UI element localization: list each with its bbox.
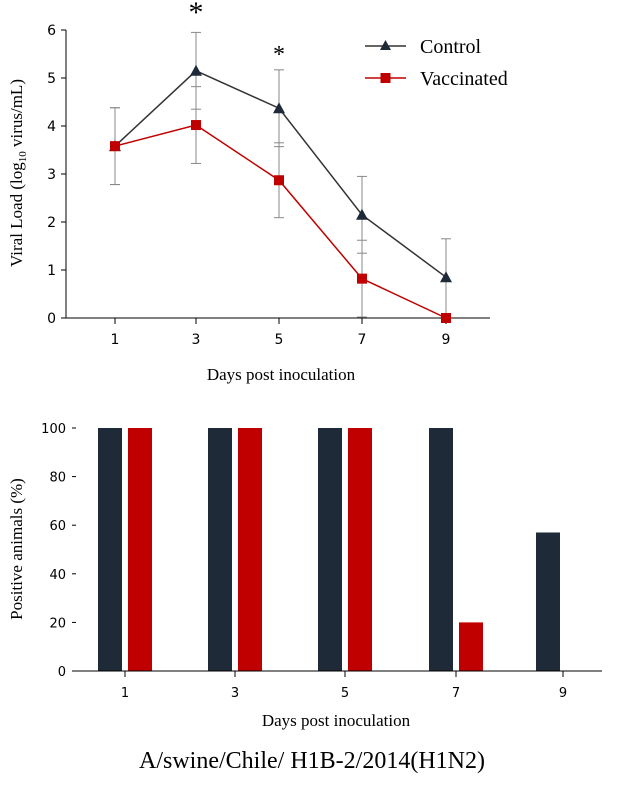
data-point-vaccinated: [357, 273, 367, 284]
y-axis-label-main: Viral Load (log: [7, 162, 26, 267]
triangle-marker-icon: [380, 40, 391, 50]
data-point-control: [356, 208, 368, 220]
bar-vaccinated-day-3: [238, 428, 262, 671]
bar-control-day-9: [536, 532, 560, 671]
significance-asterisk: *: [189, 0, 204, 29]
legend-item-vaccinated: Vaccinated: [365, 68, 508, 90]
bar-control-day-5: [318, 428, 342, 671]
x-tick-label: 1: [111, 332, 120, 348]
data-point-control: [190, 64, 202, 76]
y-tick-label: 5: [47, 71, 56, 87]
legend-label-control: Control: [420, 36, 482, 58]
y-tick-label: 20: [49, 616, 66, 631]
data-point-control: [440, 271, 452, 283]
y-axis-label-rest: virus/mL): [7, 79, 26, 151]
y-axis-label-subscript: 10: [17, 151, 29, 163]
x-tick-label: 1: [121, 686, 129, 701]
bar-control-day-3: [208, 428, 232, 671]
series-line-vaccinated: [114, 124, 447, 319]
positive-animals-bar-chart: 0 20 40 60 80 100 1 3 5 7 9 Days post inoculation…: [7, 422, 602, 730]
y-tick-label: 2: [47, 215, 56, 231]
square-marker-icon: [380, 73, 391, 83]
y-axis-ticks: 0 20 40 60 80 100: [41, 422, 76, 680]
bar-vaccinated-day-1: [128, 428, 152, 671]
bar-vaccinated-day-7: [459, 622, 483, 671]
x-axis-label: Days post inoculation: [262, 711, 411, 730]
x-tick-label: 5: [341, 686, 349, 701]
legend: Control Vaccinated: [365, 36, 508, 90]
y-tick-label: 100: [41, 422, 66, 437]
y-tick-label: 6: [47, 23, 56, 39]
y-tick-label: 60: [49, 519, 66, 534]
y-axis-label: Positive animals (%): [7, 478, 26, 620]
error-bars: [110, 31, 451, 318]
bar-control-day-7: [429, 428, 453, 671]
legend-label-vaccinated: Vaccinated: [420, 68, 508, 90]
figure-caption: A/swine/Chile/ H1B-2/2014(H1N2): [139, 748, 485, 774]
bar-control-day-1: [98, 428, 122, 671]
x-tick-label: 3: [231, 686, 239, 701]
significance-annotations: **: [189, 0, 286, 68]
data-point-vaccinated: [441, 313, 451, 323]
y-tick-label: 0: [58, 665, 66, 680]
y-axis-ticks: 0 1 2 3 4 5 6: [47, 23, 66, 327]
significance-asterisk: *: [273, 42, 285, 68]
y-tick-label: 40: [49, 568, 66, 583]
x-tick-label: 9: [559, 686, 567, 701]
series-line-control: [114, 69, 447, 278]
data-point-control: [273, 102, 285, 114]
x-tick-label: 3: [192, 332, 201, 348]
x-tick-label: 5: [275, 332, 284, 348]
x-tick-label: 7: [358, 332, 367, 348]
x-tick-label: 7: [452, 686, 460, 701]
data-point-vaccinated: [274, 175, 284, 186]
x-axis-ticks: 1 3 5 7 9: [121, 671, 567, 701]
y-tick-label: 80: [49, 471, 66, 486]
y-tick-label: 1: [47, 263, 56, 279]
x-axis-ticks: 1 3 5 7 9: [111, 318, 451, 348]
x-axis-label: Days post inoculation: [207, 365, 356, 384]
x-tick-label: 9: [442, 332, 451, 348]
y-tick-label: 0: [47, 311, 56, 327]
data-point-vaccinated: [110, 141, 120, 152]
y-tick-label: 3: [47, 167, 56, 183]
data-point-vaccinated: [191, 120, 201, 131]
legend-item-control: Control: [365, 36, 482, 58]
y-axis-label: Viral Load (log10 virus/mL): [7, 79, 29, 267]
y-tick-label: 4: [47, 119, 56, 135]
bars: [98, 428, 560, 671]
series-markers: [109, 64, 452, 323]
bar-vaccinated-day-5: [348, 428, 372, 671]
